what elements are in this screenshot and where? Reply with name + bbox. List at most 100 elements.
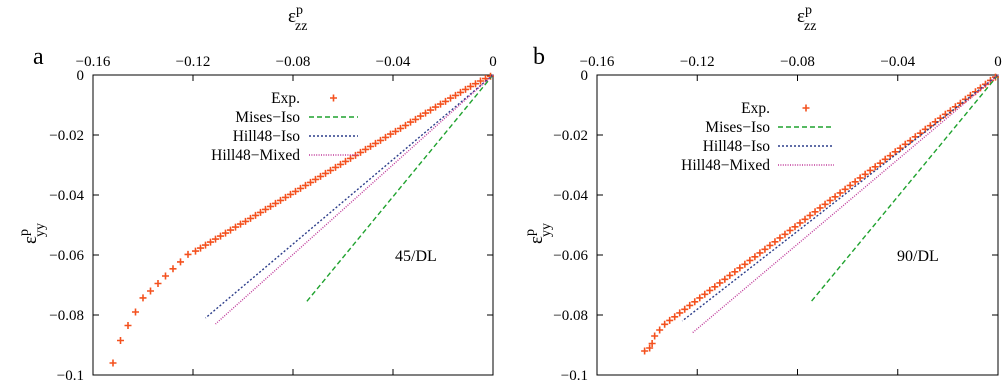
data-point bbox=[237, 220, 244, 228]
data-point bbox=[342, 157, 349, 165]
data-point bbox=[881, 155, 889, 163]
data-point bbox=[961, 95, 969, 103]
data-point bbox=[641, 347, 649, 355]
y-tick-label: −0.08 bbox=[49, 308, 84, 324]
data-point bbox=[776, 234, 784, 242]
x-tick-label: −0.04 bbox=[376, 54, 411, 70]
x-axis-title: εp zz bbox=[288, 3, 307, 34]
data-point bbox=[277, 196, 284, 204]
data-point bbox=[472, 80, 479, 88]
data-point bbox=[372, 139, 379, 147]
data-point bbox=[726, 271, 734, 279]
data-point bbox=[177, 258, 184, 266]
series-Hill48−Mixed bbox=[691, 74, 999, 334]
data-point bbox=[442, 97, 449, 105]
data-point bbox=[896, 144, 904, 152]
data-point bbox=[761, 245, 769, 253]
data-point bbox=[447, 94, 454, 102]
data-point bbox=[362, 145, 369, 153]
data-point bbox=[826, 196, 834, 204]
data-point bbox=[706, 286, 714, 294]
data-point bbox=[162, 272, 169, 280]
data-point bbox=[731, 268, 739, 276]
data-point bbox=[646, 344, 654, 352]
data-point bbox=[941, 110, 949, 118]
data-point bbox=[686, 301, 694, 309]
legend-entry: Hill48−Iso bbox=[233, 128, 358, 145]
series-Mises−Iso bbox=[304, 74, 494, 304]
data-point bbox=[866, 166, 874, 174]
data-point bbox=[377, 136, 384, 144]
data-point bbox=[891, 148, 899, 156]
x-tick-label: −0.16 bbox=[76, 54, 111, 70]
data-point bbox=[846, 181, 854, 189]
legend-entry: Exp. bbox=[741, 100, 810, 117]
legend-label: Mises−Iso bbox=[705, 119, 770, 136]
data-point bbox=[856, 174, 864, 182]
data-point bbox=[227, 226, 234, 234]
y-tick-label: −0.1 bbox=[561, 368, 588, 384]
y-axis-title: εpyy bbox=[523, 223, 554, 244]
data-point bbox=[232, 223, 239, 231]
y-tick-label: −0.02 bbox=[49, 128, 84, 144]
y-tick-label: 0 bbox=[581, 68, 589, 84]
legend-entry: Mises−Iso bbox=[235, 109, 358, 126]
data-point bbox=[477, 77, 484, 85]
data-point bbox=[876, 159, 884, 167]
y-tick-label: −0.02 bbox=[553, 128, 588, 144]
legend-label: Hill48−Mixed bbox=[681, 157, 770, 174]
data-point bbox=[811, 208, 819, 216]
data-point bbox=[462, 85, 469, 93]
data-point bbox=[117, 337, 124, 344]
series-line bbox=[205, 74, 494, 319]
data-point bbox=[387, 130, 394, 138]
data-point bbox=[432, 103, 439, 111]
data-point bbox=[457, 88, 464, 96]
chart-annotation: 45/DL bbox=[395, 248, 437, 265]
data-point bbox=[154, 280, 162, 287]
panel-label: b bbox=[533, 44, 545, 70]
data-point bbox=[109, 359, 117, 367]
data-point bbox=[851, 178, 859, 186]
data-point bbox=[327, 166, 334, 174]
chart-panel-a: −0.16 −0.12 −0.08 −0.04 0 0 −0.02 −0.04 −0.06 −0.… bbox=[17, 3, 497, 384]
data-point bbox=[716, 279, 724, 287]
data-point bbox=[816, 204, 824, 212]
y-axis-title: εpyy bbox=[17, 223, 48, 244]
x-tick-label: −0.08 bbox=[276, 54, 311, 70]
data-point bbox=[781, 230, 789, 238]
data-point bbox=[746, 256, 754, 264]
data-point bbox=[337, 160, 344, 168]
series-Exp. bbox=[109, 72, 494, 367]
data-point bbox=[332, 163, 339, 171]
data-point bbox=[242, 217, 249, 225]
data-point bbox=[766, 241, 774, 249]
data-point bbox=[422, 109, 429, 117]
data-point bbox=[412, 115, 419, 123]
data-point bbox=[307, 178, 314, 186]
data-point bbox=[357, 148, 364, 156]
data-point bbox=[367, 142, 374, 150]
data-point bbox=[751, 253, 759, 261]
data-point bbox=[397, 124, 404, 132]
legend-label: Exp. bbox=[741, 100, 770, 117]
data-point bbox=[347, 154, 354, 162]
data-point bbox=[696, 294, 704, 302]
legend-label: Exp. bbox=[271, 90, 300, 107]
data-point bbox=[312, 175, 319, 183]
data-point bbox=[202, 241, 209, 249]
chart-panel-b: −0.16 −0.12 −0.08 −0.04 0 0 −0.02 −0.04 −0.06 −0.… bbox=[523, 3, 1002, 384]
data-point bbox=[147, 287, 154, 295]
data-point bbox=[467, 82, 474, 90]
data-point bbox=[801, 215, 809, 223]
series-Mises−Iso bbox=[809, 74, 999, 304]
data-point bbox=[124, 322, 132, 329]
data-point bbox=[648, 340, 656, 347]
data-point bbox=[651, 332, 659, 340]
data-point bbox=[197, 244, 204, 252]
data-point bbox=[806, 211, 814, 219]
y-tick-label: −0.08 bbox=[553, 308, 588, 324]
data-point bbox=[417, 112, 424, 120]
data-point bbox=[132, 308, 139, 316]
data-point bbox=[217, 232, 224, 240]
